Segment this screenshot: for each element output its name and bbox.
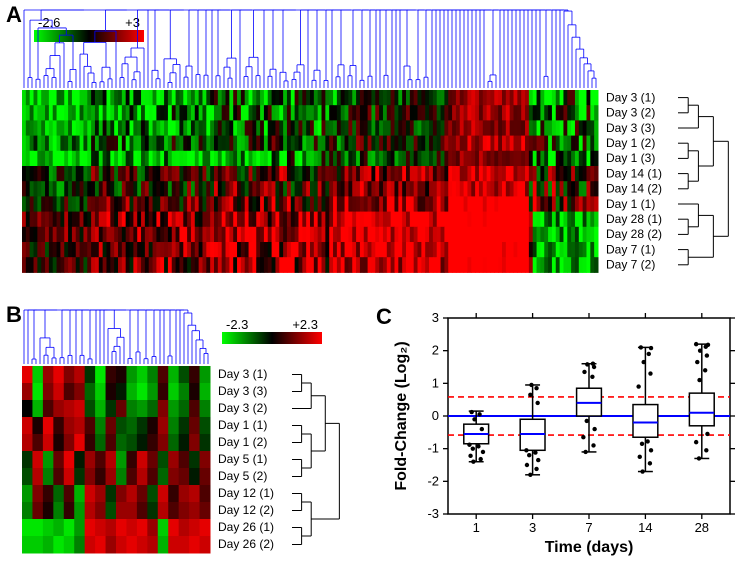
panel-a-row-label: Day 3 (1): [606, 90, 655, 104]
svg-text:1: 1: [432, 375, 439, 390]
panel-a-row-label: Day 1 (3): [606, 151, 655, 165]
panel-b-row-label: Day 5 (1): [218, 452, 267, 466]
panel-b-row-label: Day 12 (1): [218, 486, 274, 500]
panel-c-ylabel: Fold-Change (Log₂): [393, 341, 410, 490]
panel-a-row-label: Day 7 (1): [606, 242, 655, 256]
svg-text:-2: -2: [427, 473, 439, 488]
svg-text:1: 1: [473, 520, 480, 535]
panel-a-row-label: Day 28 (1): [606, 212, 662, 226]
panel-c-label: C: [376, 304, 392, 330]
svg-text:3: 3: [529, 520, 536, 535]
panel-a-row-label: Day 1 (1): [606, 197, 655, 211]
svg-text:0: 0: [432, 408, 439, 423]
panel-b-row-label: Day 26 (2): [218, 537, 274, 551]
panel-a-row-label: Day 3 (2): [606, 106, 655, 120]
panel-b-row-label: Day 5 (2): [218, 469, 267, 483]
svg-text:-3: -3: [427, 506, 439, 521]
panel-a-row-label: Day 1 (2): [606, 136, 655, 150]
panel-a-row-label: Day 7 (2): [606, 258, 655, 272]
panel-a-row-label: Day 3 (3): [606, 121, 655, 135]
panel-a-label: A: [6, 2, 22, 28]
panel-b-row-label: Day 1 (2): [218, 435, 267, 449]
panel-c: -3 -2 -1 0 1 2 3 1 3 7 14 28 Fold-Change (Log₂) Time …: [388, 310, 740, 558]
panel-b-row-label: Day 26 (1): [218, 520, 274, 534]
svg-text:28: 28: [695, 520, 709, 535]
panel-b-row-label: Day 12 (2): [218, 503, 274, 517]
svg-text:2: 2: [432, 343, 439, 358]
panel-a-row-label: Day 28 (2): [606, 227, 662, 241]
svg-text:3: 3: [432, 310, 439, 325]
panel-a: -2.6+3Day 3 (1)Day 3 (2)Day 3 (3)Day 1 (…: [0, 0, 750, 296]
svg-text:14: 14: [638, 520, 652, 535]
panel-a-row-label: Day 14 (1): [606, 166, 662, 180]
panel-b: -2.3 +2.3 Day 3 (1) Day 3 (3) Day 3 (2) Day 1…: [0, 302, 360, 560]
svg-text:+2.3: +2.3: [292, 317, 318, 332]
panel-b-row-label: Day 3 (1): [218, 367, 267, 381]
panel-b-row-label: Day 3 (2): [218, 401, 267, 415]
panel-b-label: B: [6, 302, 22, 328]
panel-a-row-label: Day 14 (2): [606, 182, 662, 196]
panel-c-xlabel: Time (days): [545, 539, 634, 556]
svg-text:-2.3: -2.3: [226, 317, 248, 332]
svg-text:7: 7: [585, 520, 592, 535]
svg-text:-1: -1: [427, 441, 439, 456]
panel-b-row-label: Day 1 (1): [218, 418, 267, 432]
panel-b-row-label: Day 3 (3): [218, 384, 267, 398]
